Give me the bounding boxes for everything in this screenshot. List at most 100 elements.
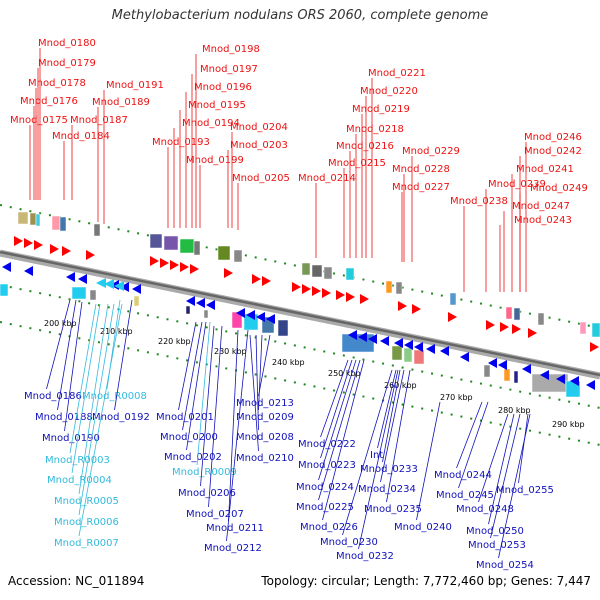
reverse-gene-label-33: Mnod_0240 [394,522,452,533]
forward-gene-label-2: Mnod_0178 [28,78,86,89]
forward-gene-label-10: Mnod_0197 [200,64,258,75]
gene-block-33 [277,319,289,337]
reverse-gene-label-13: Mnod_R0009 [172,467,237,478]
gene-block-21 [537,312,545,326]
reverse-gene-label-4: Mnod_0190 [42,433,100,444]
tick-label-0: 200 kbp [44,319,77,328]
reverse-gene-label-28: Mnod_0233 [360,464,418,475]
forward-gene-arrow-14 [292,282,301,292]
reverse-leader-40 [498,413,531,559]
reverse-leader-3 [114,299,133,411]
gene-block-27 [133,295,140,307]
reverse-gene-label-15: Mnod_0207 [186,509,244,520]
reverse-gene-label-9: Mnod_R0007 [54,538,119,549]
reverse-gene-label-18: Mnod_0213 [236,398,294,409]
forward-gene-arrow-25 [500,322,509,332]
forward-gene-arrow-15 [302,284,311,294]
gene-block-20 [513,307,521,321]
forward-gene-arrow-17 [322,288,331,298]
gene-block-40 [513,370,519,384]
forward-gene-label-8: Mnod_0191 [106,80,164,91]
gene-block-12 [301,262,311,276]
reverse-gene-arrow-28 [556,374,565,384]
forward-gene-arrow-1 [24,238,33,248]
reverse-gene-arrow-6 [132,284,141,294]
reverse-gene-label-12: Mnod_0202 [164,452,222,463]
tick-label-7: 270 kbp [440,393,473,402]
forward-gene-arrow-8 [170,260,179,270]
forward-gene-arrow-3 [50,244,59,254]
forward-gene-arrow-28 [590,342,599,352]
lower-dotted-guide [0,321,600,446]
reverse-gene-label-5: Mnod_R0003 [45,455,110,466]
reverse-leader-35 [458,401,489,489]
reverse-gene-arrow-10 [236,308,245,318]
tick-label-8: 280 kbp [498,406,531,415]
forward-gene-label-15: Mnod_0199 [186,155,244,166]
forward-gene-label-18: Mnod_0205 [232,173,290,184]
gene-block-13 [311,264,323,278]
reverse-gene-label-1: Mnod_R0008 [82,391,147,402]
forward-gene-arrow-26 [512,324,521,334]
reverse-gene-label-20: Mnod_0208 [236,432,294,443]
rna-gene-arrow-0 [96,278,106,288]
reverse-gene-arrow-20 [414,342,423,352]
reverse-gene-label-0: Mnod_0186 [24,391,82,402]
gene-block-16 [385,280,393,294]
forward-gene-label-11: Mnod_0196 [194,82,252,93]
forward-gene-label-36: Mnod_0243 [514,215,572,226]
forward-gene-label-29: Mnod_0246 [524,132,582,143]
reverse-gene-label-24: Mnod_0224 [296,482,354,493]
reverse-gene-label-7: Mnod_R0005 [54,496,119,507]
forward-gene-label-24: Mnod_0215 [328,158,386,169]
reverse-gene-label-26: Mnod_0226 [300,522,358,533]
reverse-gene-label-21: Mnod_0210 [236,453,294,464]
tick-label-2: 220 kbp [158,337,191,346]
reverse-leader-11 [182,321,203,431]
forward-gene-arrow-27 [528,328,537,338]
reverse-gene-label-38: Mnod_0250 [466,526,524,537]
gene-block-24 [0,283,9,297]
reverse-gene-arrow-15 [358,332,367,342]
gene-block-14 [323,266,333,280]
gene-block-34 [341,333,375,353]
forward-gene-label-0: Mnod_0180 [38,38,96,49]
reverse-gene-arrow-14 [348,330,357,340]
reverse-gene-arrow-7 [186,296,195,306]
reverse-leader-33 [416,401,441,521]
forward-gene-label-30: Mnod_0242 [524,146,582,157]
gene-block-15 [345,267,355,281]
forward-gene-label-3: Mnod_0176 [20,96,78,107]
reverse-leader-19 [258,334,263,411]
reverse-gene-arrow-30 [586,380,595,390]
forward-gene-label-27: Mnod_0228 [392,164,450,175]
forward-gene-arrow-20 [360,294,369,304]
reverse-leader-5 [69,303,97,454]
tick-label-9: 290 kbp [552,420,585,429]
reverse-leader-26 [322,359,365,521]
reverse-gene-arrow-0 [2,262,11,272]
forward-gene-label-6: Mnod_0187 [70,115,128,126]
forward-gene-label-19: Mnod_0221 [368,68,426,79]
reverse-gene-arrow-4 [110,280,119,290]
forward-gene-label-13: Mnod_0194 [182,118,240,129]
reverse-leader-7 [78,303,109,495]
reverse-gene-label-29: Mnod_0234 [358,484,416,495]
reverse-leader-31 [342,369,393,536]
gene-block-18 [449,292,457,306]
tick-label-4: 240 kbp [272,358,305,367]
forward-gene-label-22: Mnod_0218 [346,124,404,135]
reverse-gene-arrow-1 [24,266,33,276]
topology-label: Topology: circular; Length: 7,772,460 bp… [261,574,591,588]
reverse-gene-label-30: Mnod_0235 [364,504,422,515]
forward-gene-arrow-13 [262,276,271,286]
reverse-gene-label-40: Mnod_0254 [476,560,534,571]
reverse-gene-arrow-16 [368,334,377,344]
gene-block-37 [413,349,425,365]
reverse-gene-label-11: Mnod_0200 [160,432,218,443]
reverse-leader-39 [490,413,521,539]
forward-gene-arrow-6 [150,256,159,266]
reverse-gene-label-16: Mnod_0211 [206,523,264,534]
forward-gene-arrow-16 [312,286,321,296]
gene-block-19 [505,306,513,320]
